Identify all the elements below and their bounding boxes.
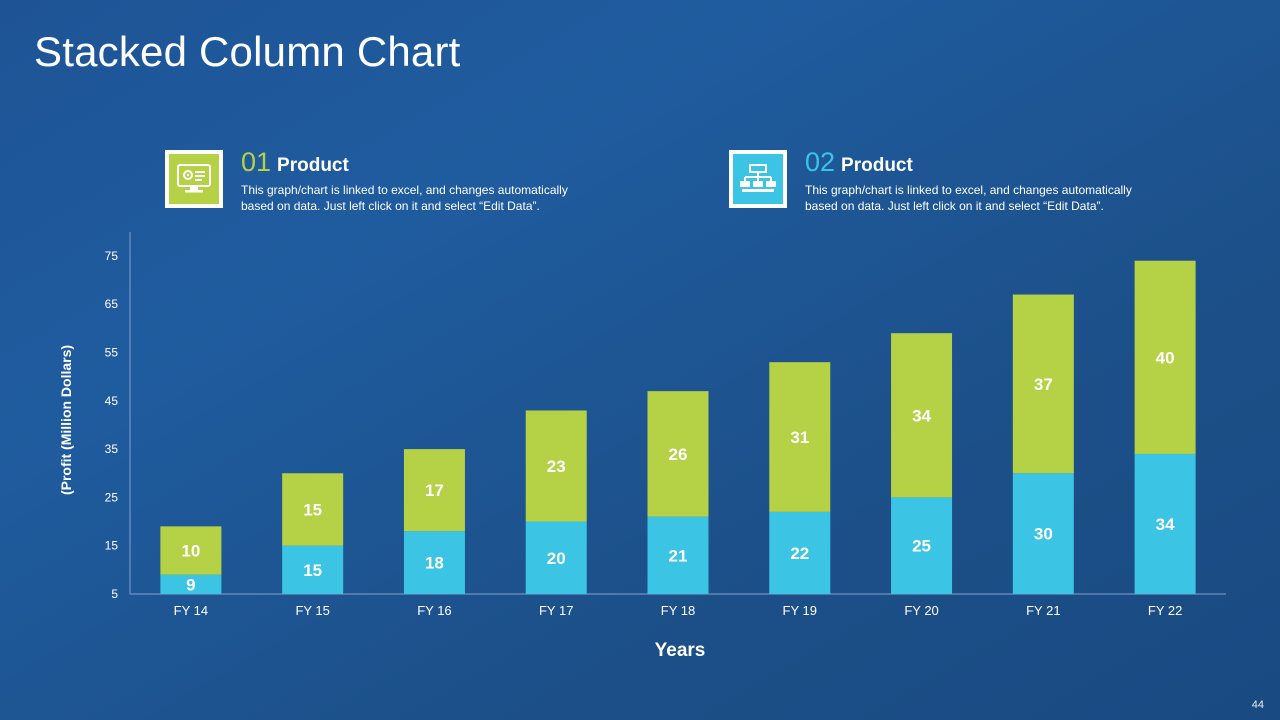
y-tick-label: 55 bbox=[105, 346, 119, 360]
legend-number-01: 01 bbox=[241, 147, 272, 177]
y-tick-label: 35 bbox=[105, 442, 119, 456]
data-label: 21 bbox=[669, 546, 688, 565]
x-tick-label: FY 18 bbox=[661, 603, 695, 618]
bar-segment-product-01 bbox=[160, 526, 222, 575]
data-label: 25 bbox=[912, 537, 931, 556]
bar-segment-product-01 bbox=[891, 333, 953, 498]
data-label: 20 bbox=[547, 549, 566, 568]
legend-desc-01-line2: based on data. Just left click on it and… bbox=[241, 199, 540, 213]
data-label: 15 bbox=[303, 500, 322, 519]
data-label: 18 bbox=[425, 554, 444, 573]
page-number: 44 bbox=[1251, 699, 1264, 711]
bar-segment-product-01 bbox=[769, 362, 831, 512]
x-tick-label: FY 17 bbox=[539, 603, 573, 618]
legend-label-01: Product bbox=[277, 155, 349, 176]
x-tick-label: FY 19 bbox=[783, 603, 817, 618]
y-tick-label: 5 bbox=[111, 587, 118, 601]
bar-segment-product-02 bbox=[891, 497, 953, 594]
data-label: 10 bbox=[181, 542, 200, 561]
x-tick-label: FY 20 bbox=[904, 603, 938, 618]
bar-segment-product-02 bbox=[160, 574, 222, 594]
bar-segment-product-02 bbox=[282, 545, 344, 594]
x-tick-label: FY 14 bbox=[174, 603, 208, 618]
legend-desc-01-line1: This graph/chart is linked to excel, and… bbox=[241, 183, 568, 197]
data-label: 17 bbox=[425, 481, 444, 500]
bar-segment-product-01 bbox=[403, 449, 465, 532]
y-tick-label: 25 bbox=[105, 490, 119, 504]
legend-desc-02-line2: based on data. Just left click on it and… bbox=[805, 199, 1104, 213]
bar-segment-product-02 bbox=[769, 511, 831, 594]
bar-segment-product-01 bbox=[1012, 294, 1074, 474]
legend-desc-02-line1: This graph/chart is linked to excel, and… bbox=[805, 183, 1132, 197]
y-tick-label: 45 bbox=[105, 394, 119, 408]
slide-title: Stacked Column Chart bbox=[34, 28, 461, 75]
x-axis-title: Years bbox=[655, 640, 706, 661]
y-tick-label: 65 bbox=[105, 297, 119, 311]
data-label: 26 bbox=[669, 445, 688, 464]
bar-segment-product-01 bbox=[1134, 260, 1196, 454]
bar-segment-product-02 bbox=[525, 521, 587, 594]
bar-segment-product-02 bbox=[1134, 453, 1196, 594]
x-tick-label: FY 22 bbox=[1148, 603, 1182, 618]
data-label: 9 bbox=[186, 575, 195, 594]
bar-segment-product-02 bbox=[403, 531, 465, 594]
monitor-settings-icon bbox=[177, 164, 211, 193]
x-tick-label: FY 21 bbox=[1026, 603, 1060, 618]
x-tick-label: FY 15 bbox=[295, 603, 329, 618]
bar-segment-product-02 bbox=[647, 516, 709, 594]
org-chart-icon bbox=[740, 164, 776, 192]
legend-number-02: 02 bbox=[805, 147, 836, 177]
bar-segment-product-02 bbox=[1012, 473, 1074, 594]
data-label: 31 bbox=[790, 428, 809, 447]
data-label: 15 bbox=[303, 561, 322, 580]
bar-segment-product-01 bbox=[647, 391, 709, 517]
bar-segment-product-01 bbox=[525, 410, 587, 522]
y-tick-label: 75 bbox=[105, 249, 119, 263]
legend-label-02: Product bbox=[841, 155, 913, 176]
data-label: 22 bbox=[790, 544, 809, 563]
data-label: 37 bbox=[1034, 375, 1053, 394]
data-label: 30 bbox=[1034, 525, 1053, 544]
bar-segment-product-01 bbox=[282, 473, 344, 546]
x-tick-label: FY 16 bbox=[417, 603, 451, 618]
legend-icon-box-02 bbox=[729, 150, 787, 208]
data-label: 34 bbox=[1156, 515, 1175, 534]
y-tick-label: 15 bbox=[105, 539, 119, 553]
data-label: 40 bbox=[1156, 348, 1175, 367]
data-label: 34 bbox=[912, 406, 931, 425]
y-axis-title: (Profit (Million Dollars) bbox=[58, 345, 74, 495]
legend-icon-box-01 bbox=[165, 150, 223, 208]
data-label: 23 bbox=[547, 457, 566, 476]
